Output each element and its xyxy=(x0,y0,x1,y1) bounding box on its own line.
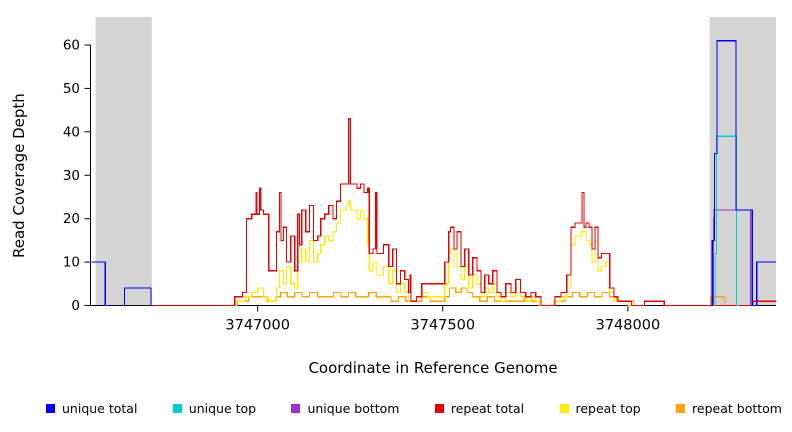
legend-swatch xyxy=(291,404,301,413)
legend-swatch xyxy=(434,404,444,413)
series-line-repeat-bottom xyxy=(233,287,635,307)
y-tick-label: 0 xyxy=(71,298,80,314)
masked-region xyxy=(709,17,776,306)
legend-item-repeat-total: repeat total xyxy=(434,401,525,416)
x-axis-title: Coordinate in Reference Genome xyxy=(308,359,558,377)
series-line-unique-total xyxy=(123,287,154,307)
y-tick-label: 20 xyxy=(63,211,80,227)
y-tick-label: 30 xyxy=(63,168,80,184)
y-tick-label: 60 xyxy=(63,38,80,54)
legend-item-repeat-top: repeat top xyxy=(559,401,641,416)
legend-swatch xyxy=(46,404,55,413)
y-tick-label: 50 xyxy=(63,81,80,97)
series-line-unique-total xyxy=(711,40,776,307)
y-tick-label: 10 xyxy=(63,255,80,271)
y-tick-label: 40 xyxy=(63,124,80,140)
legend-label: unique top xyxy=(188,401,257,416)
x-tick-label: 3748000 xyxy=(596,318,661,334)
series-line-unique-total xyxy=(91,261,110,307)
legend-label: repeat bottom xyxy=(692,401,782,416)
legend-item-unique-top: unique top xyxy=(172,401,257,416)
legend-item-unique-total: unique total xyxy=(46,401,137,416)
masked-region xyxy=(95,17,152,306)
x-tick-label: 3747000 xyxy=(225,318,290,334)
legend-label: unique total xyxy=(62,401,138,416)
legend-label: repeat top xyxy=(575,401,641,416)
legend-item-repeat-bottom: repeat bottom xyxy=(676,401,782,416)
y-axis-title: Read Coverage Depth xyxy=(10,93,28,259)
series-line-unique-top xyxy=(714,135,739,307)
legend-item-unique-bottom: unique bottom xyxy=(291,401,400,416)
legend-label: unique bottom xyxy=(307,401,400,416)
legend: unique total unique top unique bottom repea… xyxy=(46,401,782,416)
series-line-repeat-top xyxy=(231,200,632,307)
legend-swatch xyxy=(172,404,182,413)
legend-swatch xyxy=(559,404,569,413)
x-tick-label: 3747500 xyxy=(411,318,476,334)
legend-label: repeat total xyxy=(450,401,525,416)
legend-swatch xyxy=(676,404,686,413)
series-line-repeat-total xyxy=(152,118,776,307)
